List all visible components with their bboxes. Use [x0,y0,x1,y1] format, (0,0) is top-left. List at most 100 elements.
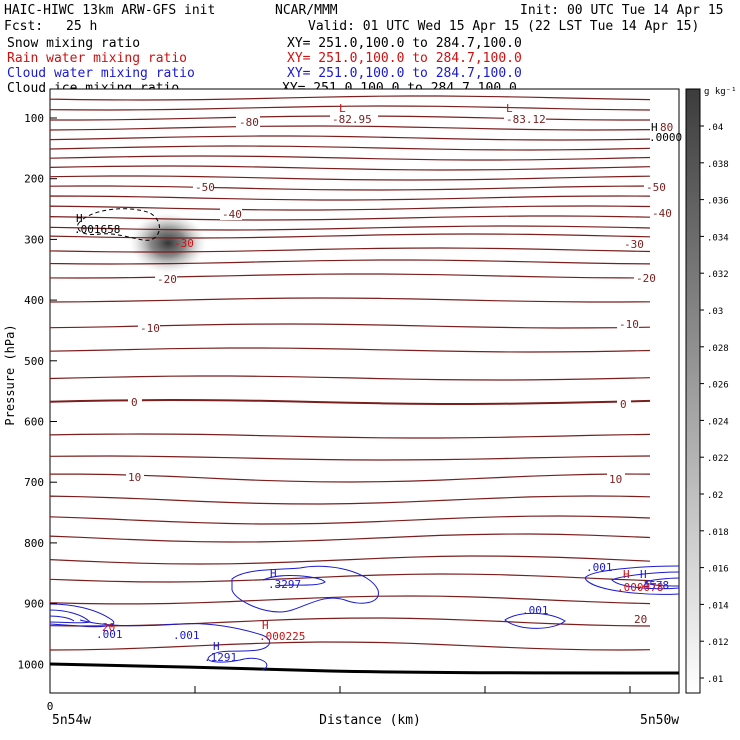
colorbar-tick-label: .034 [707,233,729,243]
snow-contour [77,208,160,241]
snow-shade [130,213,206,273]
y-tick-label: 800 [24,537,44,550]
low-marker: L [339,102,346,115]
temperature-contour-line [50,297,651,303]
temperature-contour-line [50,375,651,381]
high-marker: H [213,640,220,653]
temperature-contour-line [50,195,651,201]
high-marker: H [651,121,658,134]
colorbar-tick-label: .024 [707,417,729,427]
colorbar-tick-label: .012 [707,638,729,648]
colorbar-unit: g kg⁻¹ [704,87,737,97]
t-label: -10 [619,318,639,331]
t-label: -10 [140,322,160,335]
t-label: -20 [157,273,177,286]
temperature-contour-line [50,515,651,525]
y-tick-label: 200 [24,173,44,186]
temperature-contour-line [50,175,651,181]
cloud-water-contours [50,565,679,671]
model-title: HAIC-HIWC 13km ARW-GFS init [4,3,216,18]
init-time: Init: 00 UTC Tue 14 Apr 15 [520,3,724,18]
t-label: -50 [646,181,666,194]
x-start-location: 5n54w [52,713,91,728]
t-label: -20 [636,272,656,285]
temperature-contour-line [50,433,651,439]
temperature-contour-line [50,225,651,231]
t-label: 0 [620,398,627,411]
colorbar-tick-label: .03 [707,307,723,317]
temperature-contour-line [50,215,651,221]
fcst-label: Fcst: [4,19,44,34]
y-tick-label: 300 [24,233,44,246]
field-name-rain: Rain water mixing ratio [7,51,188,66]
field-xy-rain: XY= 251.0,100.0 to 284.7,100.0 [287,51,522,66]
colorbar-tick-label: .02 [707,491,723,501]
high-value: .3297 [268,578,301,591]
t-label: -80 [239,116,259,129]
temperature-contour-line [50,455,651,461]
high-value: .0000 [649,131,682,144]
colorbar-tick-label: .016 [707,565,729,575]
cw-label: .001 [522,604,549,617]
temperature-contour-line [50,95,651,101]
field-xy-cloud-water: XY= 251.0,100.0 to 284.7,100.0 [287,66,522,81]
temperature-contour-line [50,205,651,211]
colorbar: g kg⁻¹ .04 .038 .036 .034 .032 .03 .028 .026 .02… [685,87,737,694]
temperature-contours [50,95,651,651]
t-label: 80 [660,121,673,134]
high-marker: H [262,619,269,632]
y-tick-label: 500 [24,355,44,368]
colorbar-tick-label: .04 [707,123,723,133]
x-end-location: 5n50w [640,713,679,728]
temperature-contour-line [50,473,651,483]
x-tick-label: 0 [47,700,54,713]
temperature-contour-line [50,347,651,353]
y-tick-label: 700 [24,476,44,489]
temperature-contour-line [50,595,651,605]
colorbar-fill [685,88,701,694]
high-value: .000078 [617,581,663,594]
temperature-contour-line [50,247,651,253]
temperature-contour-line [50,323,651,329]
t-label: -30 [624,238,644,251]
temperature-contour-line [50,573,651,583]
temperature-labels: -80 -50 -50 -40 -40 -30 -30 -20 -20 -10 … [102,116,672,634]
t-label: 20 [102,621,115,634]
temperature-contour-line [50,533,651,543]
cw-label: .001 [96,628,123,641]
high-value: .001658 [74,223,120,236]
cw-label: .001 [586,561,613,574]
temperature-contour-line [50,135,651,141]
temperature-contour-line [50,259,651,265]
t-label: 10 [609,473,622,486]
x-axis-title: Distance (km) [319,713,421,728]
y-tick-label: 600 [24,416,44,429]
field-name-cloud-water: Cloud water mixing ratio [7,66,195,81]
t-label: 20 [634,613,647,626]
org-label: NCAR/MMM [275,3,338,18]
y-tick-label: 900 [24,598,44,611]
cw-label: .001 [173,629,200,642]
temperature-contour-line [50,233,651,239]
colorbar-tick-label: .032 [707,270,729,280]
temperature-contour-line [50,273,651,279]
temperature-contour-line [50,641,651,651]
colorbar-tick-label: .014 [707,601,729,611]
low-value: -83.12 [506,113,546,126]
colorbar-tick-label: .038 [707,160,729,170]
valid-time: Valid: 01 UTC Wed 15 Apr 15 (22 LST Tue … [308,19,700,34]
temperature-contour-line [50,155,651,161]
high-marker: H [623,568,630,581]
temperature-contour-line [50,165,651,171]
t-label: 0 [131,396,138,409]
x-axis [49,686,631,693]
y-tick-label: 1000 [18,658,45,671]
colorbar-tick-label: .028 [707,344,729,354]
high-value: .1291 [204,651,237,664]
t-label: -30 [174,237,194,250]
high-marker: H [76,212,83,225]
t-label: -40 [222,208,242,221]
high-marker: H [270,567,277,580]
temperature-contour-line [50,555,651,565]
